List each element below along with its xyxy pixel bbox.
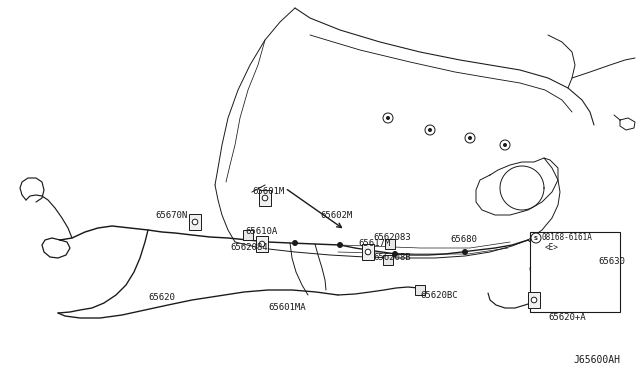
Bar bbox=[362, 244, 374, 260]
Bar bbox=[415, 285, 425, 295]
Text: 65601M: 65601M bbox=[252, 187, 284, 196]
Text: J65600AH: J65600AH bbox=[573, 355, 620, 365]
Text: 65602M: 65602M bbox=[320, 211, 352, 219]
Text: 6562084: 6562084 bbox=[230, 244, 268, 253]
Bar bbox=[530, 232, 620, 312]
Circle shape bbox=[500, 140, 510, 150]
Text: 65601MA: 65601MA bbox=[268, 304, 306, 312]
Circle shape bbox=[337, 242, 343, 248]
Text: 6562083: 6562083 bbox=[373, 234, 411, 243]
Circle shape bbox=[262, 195, 268, 201]
Circle shape bbox=[468, 136, 472, 140]
Circle shape bbox=[383, 113, 393, 123]
Bar bbox=[529, 292, 540, 308]
Circle shape bbox=[425, 125, 435, 135]
Text: 65630: 65630 bbox=[598, 257, 625, 266]
Text: 65620+A: 65620+A bbox=[548, 314, 586, 323]
Text: <E>: <E> bbox=[545, 244, 559, 253]
Circle shape bbox=[531, 233, 541, 243]
Bar bbox=[383, 255, 393, 265]
Text: 65620BC: 65620BC bbox=[420, 291, 458, 299]
Circle shape bbox=[365, 249, 371, 255]
Bar bbox=[385, 239, 395, 249]
Bar bbox=[257, 236, 268, 252]
Circle shape bbox=[462, 249, 468, 255]
Text: 65617M: 65617M bbox=[358, 240, 390, 248]
Circle shape bbox=[292, 240, 298, 246]
Text: 656208B: 656208B bbox=[373, 253, 411, 263]
Circle shape bbox=[386, 116, 390, 120]
Circle shape bbox=[428, 128, 432, 132]
Bar bbox=[259, 190, 271, 206]
Text: 65680: 65680 bbox=[450, 235, 477, 244]
Circle shape bbox=[392, 251, 398, 257]
Bar bbox=[189, 214, 200, 230]
Circle shape bbox=[531, 297, 537, 303]
Text: 65670N: 65670N bbox=[155, 211, 188, 219]
Bar bbox=[243, 230, 253, 240]
Text: 65620: 65620 bbox=[148, 294, 175, 302]
Circle shape bbox=[465, 133, 475, 143]
Circle shape bbox=[259, 241, 265, 247]
Text: 65610A: 65610A bbox=[245, 228, 277, 237]
Circle shape bbox=[192, 219, 198, 225]
Text: S: S bbox=[534, 235, 538, 241]
Circle shape bbox=[503, 143, 507, 147]
Text: 08168-6161A: 08168-6161A bbox=[542, 234, 593, 243]
